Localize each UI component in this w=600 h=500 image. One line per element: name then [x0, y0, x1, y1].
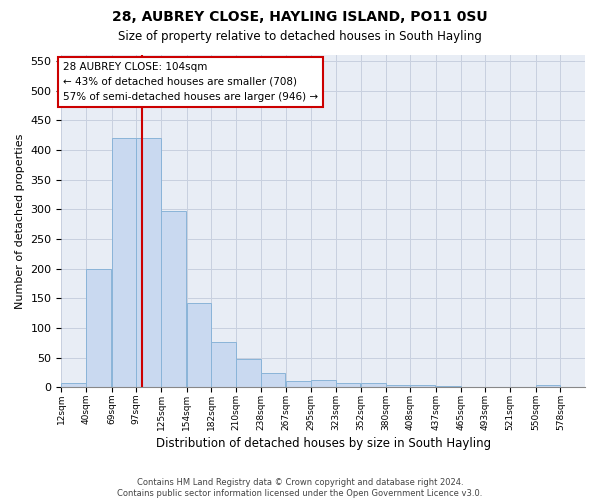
- Bar: [461, 387, 485, 388]
- Bar: [211, 342, 236, 388]
- Bar: [86, 268, 111, 388]
- Bar: [311, 380, 335, 388]
- Bar: [161, 210, 185, 388]
- Text: 28 AUBREY CLOSE: 104sqm
← 43% of detached houses are smaller (708)
57% of semi-d: 28 AUBREY CLOSE: 104sqm ← 43% of detache…: [63, 62, 318, 102]
- Bar: [136, 138, 161, 388]
- Bar: [361, 382, 386, 388]
- Bar: [436, 386, 461, 388]
- Bar: [410, 385, 435, 388]
- Text: 28, AUBREY CLOSE, HAYLING ISLAND, PO11 0SU: 28, AUBREY CLOSE, HAYLING ISLAND, PO11 0…: [112, 10, 488, 24]
- Bar: [536, 385, 560, 388]
- Bar: [286, 381, 311, 388]
- Bar: [260, 373, 285, 388]
- Bar: [386, 385, 410, 388]
- Bar: [112, 138, 136, 388]
- Bar: [236, 359, 260, 388]
- Bar: [61, 382, 86, 388]
- Bar: [187, 302, 211, 388]
- Text: Size of property relative to detached houses in South Hayling: Size of property relative to detached ho…: [118, 30, 482, 43]
- Text: Contains HM Land Registry data © Crown copyright and database right 2024.
Contai: Contains HM Land Registry data © Crown c…: [118, 478, 482, 498]
- Bar: [335, 382, 360, 388]
- Y-axis label: Number of detached properties: Number of detached properties: [15, 134, 25, 309]
- X-axis label: Distribution of detached houses by size in South Hayling: Distribution of detached houses by size …: [155, 437, 491, 450]
